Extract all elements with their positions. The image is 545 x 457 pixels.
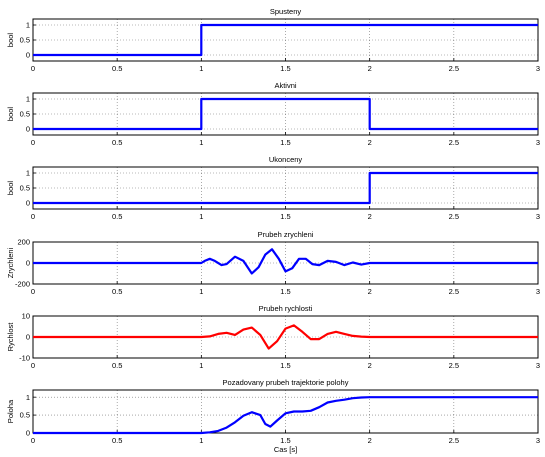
- chart-title: Pozadovany prubeh trajektorie polohy: [223, 378, 349, 387]
- x-tick-label: 1.5: [280, 361, 290, 370]
- x-tick-label: 1.5: [280, 287, 290, 296]
- y-axis-label: Rychlost: [6, 322, 15, 352]
- y-tick-label: 0: [26, 259, 30, 268]
- chart-panel: 0 0.5 1 1.5 2 2.5 3 0 0.5 1 Ukonceny bool: [6, 155, 540, 221]
- x-tick-label: 2.5: [449, 287, 459, 296]
- x-tick-label: 2.5: [449, 138, 459, 147]
- y-tick-label: 0.5: [20, 110, 30, 119]
- chart-title: Spusteny: [270, 7, 302, 16]
- y-tick-label: 200: [17, 238, 30, 247]
- x-tick-label: 1: [199, 138, 203, 147]
- x-tick-label: 0.5: [112, 361, 122, 370]
- x-tick-label: 2: [368, 212, 372, 221]
- x-tick-label: 0.5: [112, 138, 122, 147]
- y-tick-label: -10: [19, 354, 30, 363]
- chart-title: Ukonceny: [269, 155, 303, 164]
- x-tick-label: 0.5: [112, 212, 122, 221]
- y-tick-label: 0: [26, 429, 30, 438]
- x-tick-label: 2: [368, 436, 372, 445]
- chart-panel: 0 0.5 1 1.5 2 2.5 3 0 0.5 1 Aktivni bool: [6, 81, 540, 147]
- x-tick-label: 2.5: [449, 361, 459, 370]
- x-tick-label: 0.5: [112, 436, 122, 445]
- x-tick-label: 1: [199, 436, 203, 445]
- y-tick-label: 1: [26, 95, 30, 104]
- y-tick-label: 0.5: [20, 36, 30, 45]
- x-tick-label: 2: [368, 361, 372, 370]
- x-tick-label: 1: [199, 361, 203, 370]
- x-tick-label: 1.5: [280, 436, 290, 445]
- x-tick-label: 3: [536, 361, 540, 370]
- x-tick-label: 3: [536, 287, 540, 296]
- x-tick-label: 0: [31, 212, 35, 221]
- x-axis-label: Cas [s]: [274, 445, 297, 454]
- y-axis-label: bool: [6, 33, 15, 48]
- x-tick-label: 1: [199, 64, 203, 73]
- x-tick-label: 3: [536, 64, 540, 73]
- x-tick-label: 2: [368, 287, 372, 296]
- y-tick-label: 0: [26, 51, 30, 60]
- series-line: [33, 171, 538, 205]
- series-line: [33, 324, 538, 350]
- y-tick-label: 0: [26, 199, 30, 208]
- series-line: [33, 97, 538, 131]
- y-tick-label: 0: [26, 333, 30, 342]
- series-line: [33, 248, 538, 275]
- y-tick-label: 0.5: [20, 184, 30, 193]
- y-tick-label: 1: [26, 393, 30, 402]
- x-tick-label: 0: [31, 287, 35, 296]
- chart-panel: 0 0.5 1 1.5 2 2.5 3 0 0.5 1 Spusteny bool: [6, 7, 540, 73]
- y-tick-label: -200: [15, 280, 30, 289]
- x-tick-label: 1: [199, 212, 203, 221]
- y-axis-label: bool: [6, 107, 15, 122]
- chart-title: Prubeh zrychleni: [258, 230, 314, 239]
- x-tick-label: 3: [536, 212, 540, 221]
- y-axis-label: Poloha: [6, 399, 15, 423]
- x-tick-label: 0.5: [112, 287, 122, 296]
- x-tick-label: 2.5: [449, 212, 459, 221]
- x-tick-label: 3: [536, 436, 540, 445]
- y-axis-label: bool: [6, 181, 15, 196]
- chart-panel: 0 0.5 1 1.5 2 2.5 3 0 0.5 1 Pozadovany prubeh traj…: [6, 378, 540, 454]
- x-tick-label: 2: [368, 138, 372, 147]
- x-tick-label: 1.5: [280, 212, 290, 221]
- series-line: [33, 23, 538, 57]
- y-axis-label: Zrychleni: [6, 247, 15, 278]
- x-tick-label: 0: [31, 361, 35, 370]
- x-tick-label: 2: [368, 64, 372, 73]
- x-tick-label: 1.5: [280, 138, 290, 147]
- x-tick-label: 2.5: [449, 436, 459, 445]
- x-tick-label: 0: [31, 436, 35, 445]
- x-tick-label: 2.5: [449, 64, 459, 73]
- chart-title: Aktivni: [274, 81, 296, 90]
- y-tick-label: 1: [26, 21, 30, 30]
- series-line: [33, 396, 538, 435]
- x-tick-label: 3: [536, 138, 540, 147]
- chart-title: Prubeh rychlosti: [259, 304, 313, 313]
- x-tick-label: 1: [199, 287, 203, 296]
- x-tick-label: 1.5: [280, 64, 290, 73]
- x-tick-label: 0: [31, 64, 35, 73]
- y-tick-label: 10: [22, 312, 30, 321]
- y-tick-label: 1: [26, 169, 30, 178]
- x-tick-label: 0: [31, 138, 35, 147]
- y-tick-label: 0: [26, 125, 30, 134]
- y-tick-label: 0.5: [20, 411, 30, 420]
- x-tick-label: 0.5: [112, 64, 122, 73]
